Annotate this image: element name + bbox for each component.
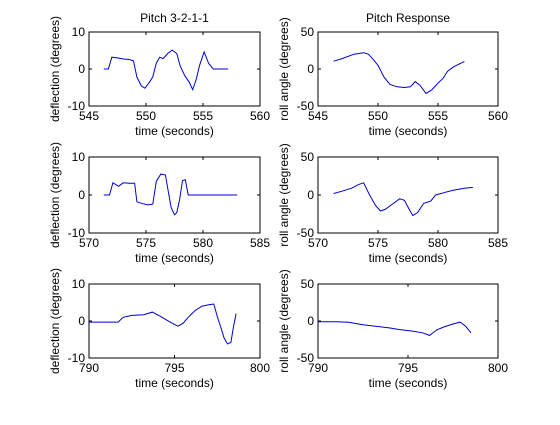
x-tick-label: 795 <box>398 361 418 375</box>
x-tick-label: 570 <box>79 236 99 250</box>
x-tick-label: 575 <box>136 236 156 250</box>
series-line <box>103 173 238 216</box>
y-axis-label: deflection (degrees) <box>48 142 62 248</box>
y-tick-label: -10 <box>68 99 86 113</box>
y-axis-label: deflection (degrees) <box>48 268 62 374</box>
x-tick-label: 795 <box>164 361 184 375</box>
x-tick-label: 560 <box>488 109 508 123</box>
x-axis-label: time (seconds) <box>135 376 214 390</box>
axes-box <box>317 283 499 359</box>
x-tick-label: 575 <box>368 236 388 250</box>
x-tick-label: 545 <box>79 109 99 123</box>
x-tick-label: 570 <box>308 236 328 250</box>
x-tick-label: 585 <box>250 236 270 250</box>
y-tick-label: 0 <box>78 62 85 76</box>
x-axis-label: time (seconds) <box>369 251 448 265</box>
x-axis-label: time (seconds) <box>369 376 448 390</box>
series-line <box>103 49 229 92</box>
y-tick-label: 10 <box>72 150 86 164</box>
y-tick-label: -50 <box>297 226 315 240</box>
y-axis-label: roll angle (degrees) <box>277 17 291 120</box>
chart-panel-3: 570 575 580 585 -10 0 10 time (seconds) deflecti… <box>48 142 270 265</box>
y-tick-label: 10 <box>72 277 86 291</box>
x-tick-label: 545 <box>308 109 328 123</box>
x-tick-label: 585 <box>488 236 508 250</box>
series-line <box>318 321 472 336</box>
y-axis-label: roll angle (degrees) <box>277 143 291 246</box>
chart-panel-1: 545 550 555 560 -10 0 10 time (seconds) deflecti… <box>48 11 270 138</box>
y-tick-label: 0 <box>307 62 314 76</box>
chart-panel-4: 570 575 580 585 -50 0 50 time (seconds) roll ang… <box>277 143 508 265</box>
y-tick-label: 50 <box>301 277 315 291</box>
x-tick-label: 790 <box>79 361 99 375</box>
y-tick-label: -10 <box>68 226 86 240</box>
y-tick-label: 10 <box>72 25 86 39</box>
x-tick-label: 790 <box>308 361 328 375</box>
y-tick-label: 0 <box>78 188 85 202</box>
x-tick-label: 800 <box>250 361 270 375</box>
series-line <box>89 303 237 345</box>
y-tick-label: 0 <box>307 188 314 202</box>
y-tick-label: -50 <box>297 99 315 113</box>
x-tick-label: 555 <box>193 109 213 123</box>
series-line <box>333 182 473 217</box>
y-tick-label: 50 <box>301 25 315 39</box>
y-axis-label: deflection (degrees) <box>48 16 62 122</box>
y-tick-label: 50 <box>301 150 315 164</box>
x-tick-label: 550 <box>136 109 156 123</box>
chart-panel-5: 790 795 800 -10 0 10 time (seconds) deflection … <box>48 268 270 390</box>
x-tick-label: 555 <box>428 109 448 123</box>
axes-box <box>317 156 499 234</box>
y-tick-label: 0 <box>78 314 85 328</box>
axes-box <box>88 31 261 107</box>
y-tick-label: -10 <box>68 351 86 365</box>
x-axis-label: time (seconds) <box>135 251 214 265</box>
x-axis-label: time (seconds) <box>135 124 214 138</box>
chart-title: Pitch 3-2-1-1 <box>140 11 209 25</box>
y-tick-label: 0 <box>307 314 314 328</box>
x-tick-label: 580 <box>193 236 213 250</box>
axes-box <box>317 31 499 107</box>
y-tick-label: -50 <box>297 351 315 365</box>
x-axis-label: time (seconds) <box>369 124 448 138</box>
chart-panel-6: 790 795 800 -50 0 50 time (seconds) roll angle … <box>277 269 508 390</box>
x-tick-label: 800 <box>488 361 508 375</box>
x-tick-label: 560 <box>250 109 270 123</box>
x-tick-label: 580 <box>428 236 448 250</box>
series-line <box>333 52 465 95</box>
x-tick-label: 550 <box>368 109 388 123</box>
chart-panel-2: 545 550 555 560 -50 0 50 time (seconds) roll ang… <box>277 11 508 138</box>
chart-title: Pitch Response <box>366 11 450 25</box>
y-axis-label: roll angle (degrees) <box>277 269 291 372</box>
